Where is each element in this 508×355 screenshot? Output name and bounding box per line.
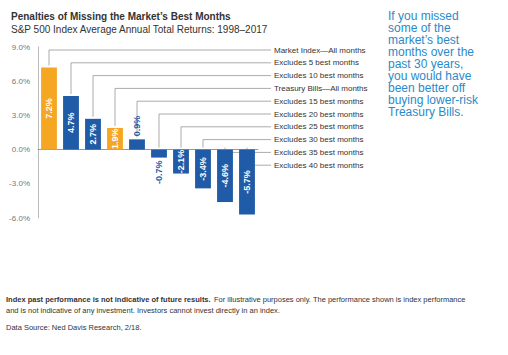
svg-text:-6.0%: -6.0% [9, 214, 30, 223]
svg-text:-2.1%: -2.1% [176, 150, 186, 174]
svg-text:-0.7%: -0.7% [154, 161, 164, 185]
svg-text:3.0%: 3.0% [12, 111, 30, 120]
svg-text:Excludes 15 best months: Excludes 15 best months [274, 97, 363, 106]
svg-text:Penalties of Missing the Marke: Penalties of Missing the Market’s Best M… [11, 11, 231, 22]
svg-text:months over the: months over the [388, 45, 474, 59]
svg-text:Market Index—All months: Market Index—All months [274, 46, 366, 55]
svg-text:market’s best: market’s best [388, 33, 460, 47]
svg-text:0.0%: 0.0% [12, 145, 30, 154]
svg-text:6.0%: 6.0% [12, 77, 30, 86]
svg-text:you would have: you would have [388, 69, 472, 83]
svg-text:Excludes 25 best months: Excludes 25 best months [274, 122, 363, 131]
svg-text:and is not indicative of any i: and is not indicative of any investment.… [6, 306, 280, 315]
svg-text:-3.0%: -3.0% [9, 179, 30, 188]
svg-text:-4.6%: -4.6% [220, 164, 230, 188]
svg-text:Treasury Bills—All months: Treasury Bills—All months [274, 84, 368, 93]
svg-text:2.7%: 2.7% [88, 124, 98, 145]
svg-text:S&P 500 Index Average Annual T: S&P 500 Index Average Annual Total Retur… [11, 24, 268, 35]
svg-text:4.7%: 4.7% [66, 113, 76, 134]
svg-text:7.2%: 7.2% [44, 98, 54, 119]
svg-text:Excludes 10 best months: Excludes 10 best months [274, 71, 363, 80]
svg-text:-5.7%: -5.7% [242, 170, 252, 194]
svg-text:Excludes 5 best months: Excludes 5 best months [274, 58, 359, 67]
svg-text:Excludes 30 best months: Excludes 30 best months [274, 135, 363, 144]
svg-text:past 30 years,: past 30 years, [388, 57, 464, 71]
svg-text:been better off: been better off [388, 81, 466, 95]
svg-text:some of the: some of the [388, 21, 451, 35]
svg-text:For illustrative purposes only: For illustrative purposes only. The perf… [214, 295, 466, 304]
svg-text:Treasury Bills.: Treasury Bills. [388, 105, 464, 119]
svg-text:9.0%: 9.0% [12, 43, 30, 52]
svg-text:Index past performance is not: Index past performance is not indicative… [6, 295, 211, 304]
svg-text:Excludes 40 best months: Excludes 40 best months [274, 161, 363, 170]
svg-text:buying lower-risk: buying lower-risk [388, 93, 478, 107]
svg-text:Data Source: Ned Davis Researc: Data Source: Ned Davis Research, 2/18. [6, 323, 141, 332]
svg-text:Excludes 20 best months: Excludes 20 best months [274, 110, 363, 119]
svg-text:If you missed: If you missed [388, 9, 459, 23]
svg-text:-3.4%: -3.4% [198, 157, 208, 181]
svg-text:Excludes 35 best months: Excludes 35 best months [274, 148, 363, 157]
svg-text:1.9%: 1.9% [110, 129, 120, 150]
svg-text:0.9%: 0.9% [132, 116, 142, 137]
